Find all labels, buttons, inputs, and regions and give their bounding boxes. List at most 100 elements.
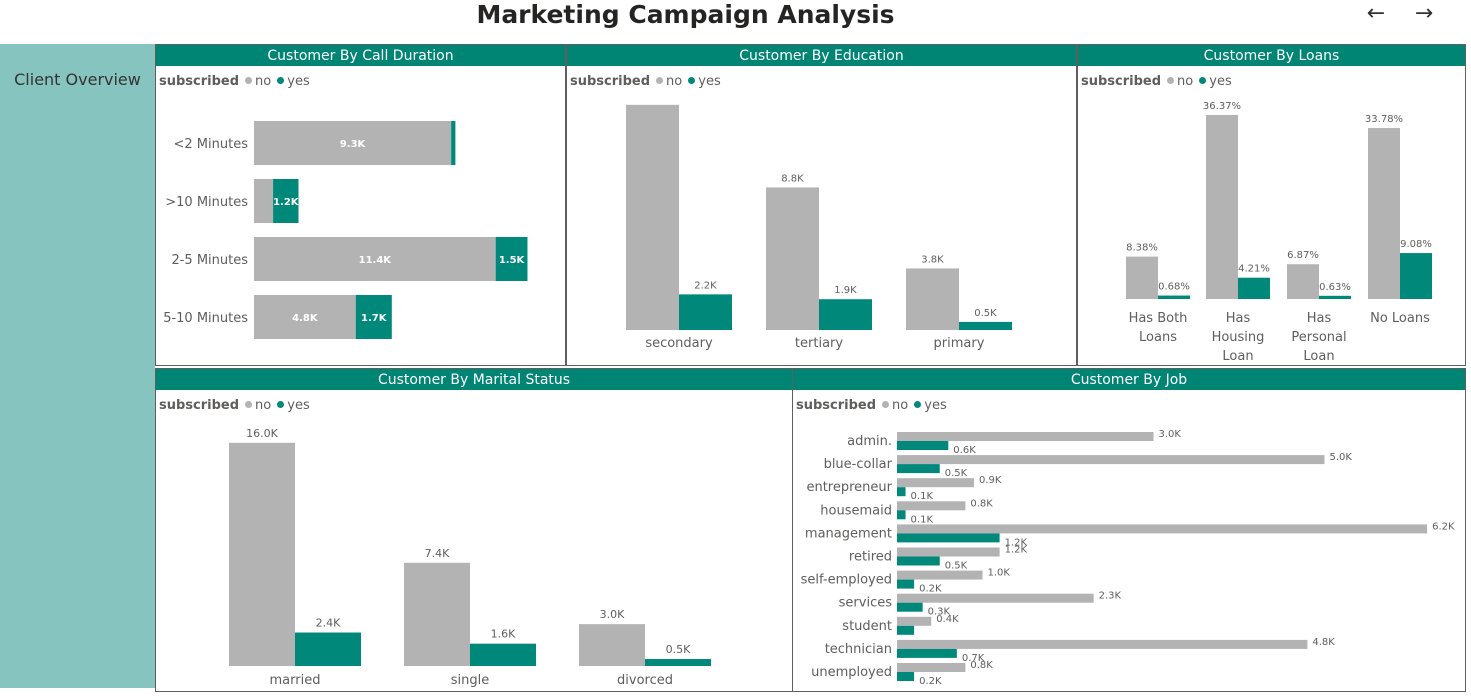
bar-yes — [897, 464, 940, 474]
bar-yes — [897, 510, 906, 520]
bar-yes — [819, 299, 872, 330]
data-label-yes: 1.5K — [499, 255, 526, 266]
bar-no — [254, 121, 452, 165]
panel-title: Customer By Education — [567, 45, 1076, 66]
legend-yes-label: yes — [698, 74, 721, 89]
panel-title: Customer By Marital Status — [156, 369, 792, 390]
legend-title: subscribed — [1081, 74, 1162, 89]
data-label-yes: 1.9K — [834, 285, 857, 296]
loans-chart: 8.38% 0.68% Has Both Loans 36.37% 4.21% Has Hou… — [1126, 101, 1432, 364]
legend-no-dot-icon — [245, 77, 253, 84]
category-label: 2-5 Minutes — [171, 253, 248, 268]
data-label-no: 8.38% — [1126, 243, 1158, 254]
bar-yes — [451, 121, 456, 165]
data-label-no: 1.2K — [1005, 545, 1028, 556]
legend: subscribed no yes — [1081, 74, 1232, 89]
legend-no-dot-icon — [882, 401, 890, 408]
bar-no — [897, 455, 1325, 465]
data-label-no: 0.9K — [979, 475, 1002, 486]
bar-no — [766, 187, 819, 330]
bar-yes — [1400, 253, 1432, 299]
legend: subscribed no yes — [159, 398, 310, 413]
bar-no — [897, 501, 966, 511]
data-label-yes: 0.2K — [919, 676, 942, 684]
bar-yes — [897, 533, 1000, 543]
bar-yes — [645, 659, 711, 666]
bar-yes — [897, 556, 940, 566]
legend-no-label: no — [1177, 74, 1194, 89]
back-arrow-icon[interactable]: ← — [1366, 1, 1386, 26]
data-label-yes: 2.4K — [316, 617, 341, 630]
job-chart: admin. 3.0K 0.6K blue-collar 5.0K 0.5K entrepr… — [801, 429, 1455, 684]
data-label-yes: 0.7K — [962, 653, 985, 664]
data-label-no: 0.8K — [970, 660, 993, 671]
data-label-yes: 0.63% — [1319, 282, 1351, 293]
bar-no — [906, 268, 959, 330]
bar-no — [897, 432, 1154, 441]
panel-title: Customer By Loans — [1078, 45, 1465, 66]
data-label-yes: 0.5K — [974, 308, 997, 319]
category-label: Housing — [1212, 330, 1265, 345]
legend-yes-label: yes — [287, 398, 310, 413]
data-label-no: 7.4K — [425, 547, 450, 560]
legend-yes-dot-icon — [277, 401, 285, 408]
bar-yes — [897, 441, 949, 450]
panel-job: Customer By Job subscribed no yes admin. 3.… — [792, 368, 1466, 692]
education-chart: 13.9K 2.2K secondary 8.8K 1.9K tertiary 3.8K 0.… — [626, 100, 1012, 351]
category-label: Loans — [1139, 330, 1177, 345]
category-label: secondary — [645, 336, 713, 351]
legend-yes-dot-icon — [688, 77, 696, 84]
category-label: admin. — [847, 434, 892, 449]
data-label-no: 16.0K — [246, 427, 278, 440]
bar-no — [254, 179, 274, 223]
category-label: housemaid — [820, 503, 892, 518]
sidebar-item-client-overview[interactable]: Client Overview — [14, 70, 141, 89]
category-label: unemployed — [811, 665, 892, 680]
legend-yes-label: yes — [924, 398, 947, 413]
category-label: Loan — [1303, 349, 1334, 364]
data-label-no: 3.0K — [1159, 429, 1182, 440]
data-label-yes: 0.5K — [945, 561, 968, 572]
bar-no — [897, 593, 1094, 603]
bar-yes — [897, 648, 957, 658]
category-label: divorced — [617, 673, 673, 688]
legend-no-label: no — [255, 398, 272, 413]
data-label-yes: 1.6K — [491, 628, 516, 641]
forward-arrow-icon[interactable]: → — [1414, 1, 1434, 26]
data-label-no: 13.9K — [638, 100, 667, 102]
category-label: single — [451, 673, 490, 688]
panel-marital: Customer By Marital Status subscribed no y… — [155, 368, 793, 692]
bar-no — [626, 104, 679, 330]
legend-title: subscribed — [570, 74, 651, 89]
panel-title: Customer By Call Duration — [156, 45, 565, 66]
data-label-no: 1.0K — [988, 568, 1011, 579]
legend-no-dot-icon — [1167, 77, 1175, 84]
data-label-no: 6.87% — [1287, 250, 1319, 261]
data-label-no: 8.8K — [781, 173, 804, 184]
data-label-no: 4.8K — [1312, 637, 1335, 648]
legend: subscribed no yes — [796, 398, 947, 413]
category-label: primary — [934, 336, 985, 351]
category-label: Loan — [1222, 349, 1253, 364]
legend-no-dot-icon — [245, 401, 253, 408]
data-label-yes: 0.6K — [953, 445, 976, 456]
sidebar: Client Overview — [0, 44, 155, 688]
category-label: tertiary — [795, 336, 843, 351]
data-label-yes: 1.7K — [361, 313, 388, 324]
category-label: No Loans — [1370, 311, 1430, 326]
category-label: Has — [1307, 311, 1332, 326]
bar-no — [254, 295, 356, 339]
data-label-no: 6.2K — [1432, 521, 1455, 532]
data-label-no: 0.8K — [970, 498, 993, 509]
bar-yes — [897, 487, 906, 497]
data-label-yes: 0.5K — [945, 468, 968, 479]
data-label-yes: 1.2K — [1005, 537, 1028, 548]
category-label: married — [270, 673, 321, 688]
panel-title: Customer By Job — [793, 369, 1465, 390]
bar-no — [897, 639, 1308, 649]
data-label-yes: 0.3K — [928, 607, 951, 618]
legend-no-label: no — [892, 398, 909, 413]
bar-yes — [355, 295, 392, 339]
category-label: self-employed — [801, 573, 892, 588]
